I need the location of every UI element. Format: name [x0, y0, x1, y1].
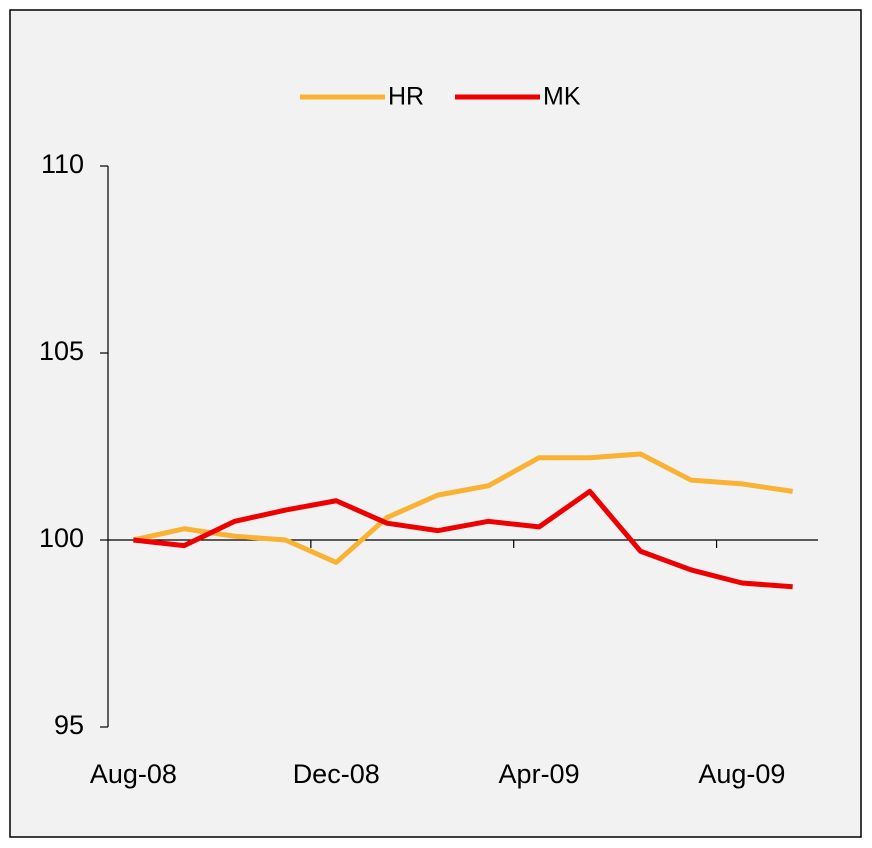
y-tick-label: 110 [41, 149, 84, 179]
legend-label: MK [543, 83, 581, 111]
line-series [133, 488, 793, 590]
x-tick-label: Apr-09 [499, 759, 580, 789]
x-tick-label: Aug-08 [90, 759, 177, 789]
x-tick-label: Dec-08 [293, 759, 380, 789]
line-series [132, 451, 794, 565]
y-tick-label: 105 [39, 336, 84, 366]
chart-area [9, 9, 862, 838]
legend-label: HR [388, 83, 424, 111]
y-tick-label: 100 [39, 523, 84, 553]
y-tick-label: 95 [54, 710, 84, 740]
x-tick-label: Aug-09 [698, 759, 785, 789]
